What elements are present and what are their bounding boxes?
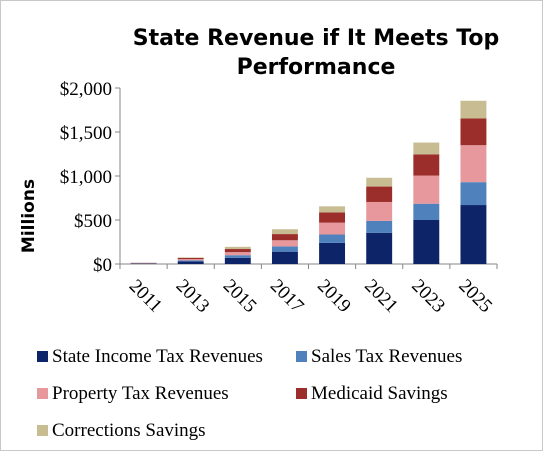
chart-title-line-1: State Revenue if It Meets Top [133,26,499,51]
bar-state-income-tax-revenues-2015 [224,257,251,264]
bar-state-income-tax-revenues-2023 [413,220,440,264]
legend-label-sales-tax-revenues: Sales Tax Revenues [311,346,462,367]
legend-label-state-income-tax-revenues: State Income Tax Revenues [52,346,263,367]
bar-corrections-savings-2015 [224,246,251,250]
x-tick-label: 2015 [219,275,261,317]
legend-label-medicaid-savings: Medicaid Savings [311,383,448,404]
y-tick-label: $500 [74,211,112,232]
bar-medicaid-savings-2023 [413,154,440,176]
bar-medicaid-savings-2013 [177,257,204,260]
legend-label-corrections-savings: Corrections Savings [52,420,206,441]
bar-property-tax-revenues-2021 [366,201,393,221]
bar-sales-tax-revenues-2023 [413,203,440,220]
x-tick-label: 2019 [313,275,355,317]
legend-swatch-sales-tax-revenues [296,351,307,362]
bar-corrections-savings-2017 [271,229,298,235]
bar-medicaid-savings-2025 [460,118,487,146]
legend-label-property-tax-revenues: Property Tax Revenues [52,383,229,404]
x-tick-label: 2017 [266,275,308,317]
bar-state-income-tax-revenues-2019 [319,242,346,264]
bar-sales-tax-revenues-2013 [177,260,204,262]
bar-medicaid-savings-2019 [319,212,346,223]
bar-medicaid-savings-2021 [366,186,393,202]
y-axis-title: Millions [19,179,39,253]
bar-property-tax-revenues-2025 [460,145,487,183]
y-tick-label: $2,000 [60,79,112,100]
bar-property-tax-revenues-2017 [271,240,298,247]
bar-state-income-tax-revenues-2021 [366,232,393,264]
bar-medicaid-savings-2015 [224,249,251,253]
bar-corrections-savings-2019 [319,206,346,213]
bar-state-income-tax-revenues-2013 [177,261,204,264]
x-tick-label: 2023 [407,275,449,317]
x-tick-label: 2025 [454,275,496,317]
x-tick-label: 2013 [172,275,214,317]
bar-corrections-savings-2021 [366,177,393,187]
bar-medicaid-savings-2017 [271,234,298,241]
chart-title-line-2: Performance [237,55,396,80]
x-tick-label: 2021 [360,275,402,317]
bar-property-tax-revenues-2015 [224,252,251,256]
bar-property-tax-revenues-2023 [413,175,440,204]
x-tick-label: 2011 [125,275,166,316]
legend-swatch-corrections-savings [37,425,48,436]
bar-sales-tax-revenues-2025 [460,182,487,206]
y-tick-label: $1,500 [60,123,112,144]
bar-corrections-savings-2025 [460,100,487,119]
bar-property-tax-revenues-2019 [319,222,346,235]
bar-corrections-savings-2013 [177,257,204,258]
bar-property-tax-revenues-2013 [177,259,204,261]
y-tick-label: $0 [93,255,112,276]
legend-swatch-medicaid-savings [296,388,307,399]
bar-corrections-savings-2023 [413,142,440,155]
bar-sales-tax-revenues-2017 [271,246,298,252]
bar-sales-tax-revenues-2015 [224,255,251,258]
bar-sales-tax-revenues-2019 [319,234,346,243]
bar-sales-tax-revenues-2021 [366,220,393,233]
y-tick-label: $1,000 [60,167,112,188]
plot-area: $0 $500 $1,000 $1,500 $2,000 2011 2013 2015 2017… [60,79,498,317]
legend-swatch-state-income-tax-revenues [37,351,48,362]
legend-swatch-property-tax-revenues [37,388,48,399]
bar-state-income-tax-revenues-2025 [460,205,487,264]
legend: State Income Tax Revenues Sales Tax Reven… [37,346,462,441]
bar-state-income-tax-revenues-2017 [271,251,298,264]
